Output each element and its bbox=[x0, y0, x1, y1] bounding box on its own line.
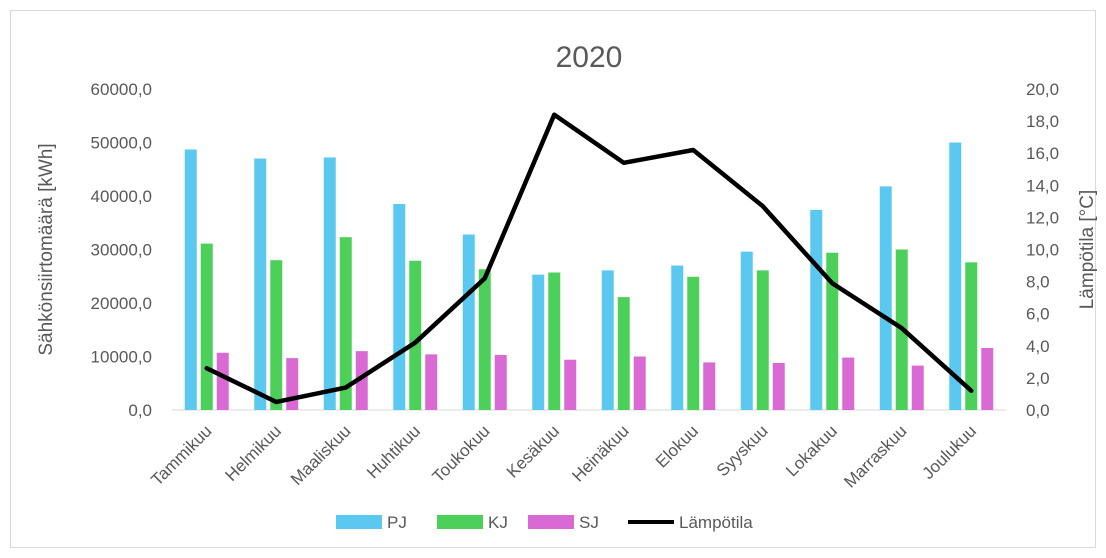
bar-kj bbox=[617, 297, 630, 410]
bar-sj bbox=[911, 365, 924, 410]
y2-tick-label: 6,0 bbox=[1026, 305, 1050, 324]
bar-kj bbox=[687, 276, 700, 410]
y2-tick-label: 12,0 bbox=[1026, 208, 1059, 227]
bar-sj bbox=[981, 347, 994, 410]
bar-pj bbox=[671, 265, 684, 410]
bar-sj bbox=[286, 358, 299, 410]
y-tick-label: 30000,0 bbox=[91, 241, 152, 260]
x-tick-label: Helmikuu bbox=[222, 421, 286, 485]
x-tick-label: Heinäkuu bbox=[568, 421, 632, 485]
legend-swatch-sj bbox=[528, 515, 574, 529]
bar-kj bbox=[409, 260, 422, 410]
bar-pj bbox=[254, 158, 267, 410]
y2-tick-label: 0,0 bbox=[1026, 401, 1050, 420]
bar-pj bbox=[184, 149, 197, 410]
y2-tick-label: 14,0 bbox=[1026, 176, 1059, 195]
bar-sj bbox=[216, 352, 229, 410]
y2-tick-label: 2,0 bbox=[1026, 369, 1050, 388]
y2-tick-label: 10,0 bbox=[1026, 241, 1059, 260]
x-tick-label: Syyskuu bbox=[713, 421, 772, 480]
bar-pj bbox=[740, 251, 753, 410]
y-axis-title: Sähkönsiirtomäärä [kWh] bbox=[36, 143, 57, 355]
y-tick-label: 20000,0 bbox=[91, 294, 152, 313]
legend-label: Lämpötila bbox=[679, 513, 753, 532]
temperature-line bbox=[204, 112, 974, 405]
bar-sj bbox=[494, 354, 507, 410]
y2-axis-title: Lämpötila [°C] bbox=[1077, 190, 1098, 310]
legend-swatch-pj bbox=[336, 515, 382, 529]
legend-swatch-kj bbox=[437, 515, 483, 529]
legend-label: KJ bbox=[488, 513, 508, 532]
bar-pj bbox=[810, 209, 823, 410]
x-tick-label: Tammikuu bbox=[147, 421, 215, 489]
y2-tick-label: 8,0 bbox=[1026, 273, 1050, 292]
y-tick-label: 0,0 bbox=[128, 401, 152, 420]
y-tick-label: 50000,0 bbox=[91, 134, 152, 153]
legend-label: SJ bbox=[579, 513, 599, 532]
x-tick-label: Maaliskuu bbox=[287, 421, 355, 489]
x-tick-label: Elokuu bbox=[652, 421, 702, 471]
bar-kj bbox=[200, 243, 213, 410]
bar-pj bbox=[532, 274, 545, 410]
y2-tick-label: 4,0 bbox=[1026, 337, 1050, 356]
y-tick-label: 40000,0 bbox=[91, 187, 152, 206]
x-tick-label: Huhtikuu bbox=[363, 421, 424, 482]
y2-tick-label: 16,0 bbox=[1026, 144, 1059, 163]
bar-pj bbox=[601, 270, 614, 410]
bar-pj bbox=[949, 142, 962, 410]
bar-kj bbox=[339, 237, 352, 410]
x-tick-label: Joulukuu bbox=[919, 421, 981, 483]
y-tick-label: 10000,0 bbox=[91, 348, 152, 367]
bar-sj bbox=[772, 362, 785, 410]
bar-pj bbox=[879, 186, 892, 410]
bar-sj bbox=[425, 354, 438, 410]
x-tick-label: Lokakuu bbox=[782, 421, 841, 480]
bar-kj bbox=[756, 270, 769, 410]
bar-kj bbox=[826, 252, 839, 410]
y2-tick-label: 20,0 bbox=[1026, 80, 1059, 99]
bar-sj bbox=[633, 356, 646, 410]
y2-tick-label: 18,0 bbox=[1026, 112, 1059, 131]
bar-sj bbox=[703, 362, 716, 410]
bar-sj bbox=[842, 357, 855, 410]
bar-kj bbox=[270, 260, 283, 410]
bar-sj bbox=[355, 351, 368, 410]
y-tick-label: 60000,0 bbox=[91, 80, 152, 99]
legend-label: PJ bbox=[387, 513, 407, 532]
bar-sj bbox=[564, 359, 577, 410]
bar-kj bbox=[548, 272, 561, 410]
bar-pj bbox=[323, 157, 336, 410]
bar-pj bbox=[462, 234, 475, 410]
bar-kj bbox=[478, 269, 491, 410]
x-tick-label: Kesäkuu bbox=[503, 421, 563, 481]
bar-pj bbox=[393, 204, 406, 410]
chart-title: 2020 bbox=[556, 41, 623, 74]
x-tick-label: Marraskuu bbox=[840, 421, 910, 491]
bar-kj bbox=[965, 262, 978, 410]
x-tick-label: Toukokuu bbox=[429, 421, 494, 486]
